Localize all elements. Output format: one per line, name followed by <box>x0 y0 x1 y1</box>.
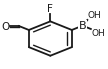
Text: O: O <box>2 22 10 32</box>
Text: B: B <box>79 21 86 31</box>
Text: OH: OH <box>88 11 102 20</box>
Text: F: F <box>47 4 53 14</box>
Text: OH: OH <box>91 29 105 38</box>
